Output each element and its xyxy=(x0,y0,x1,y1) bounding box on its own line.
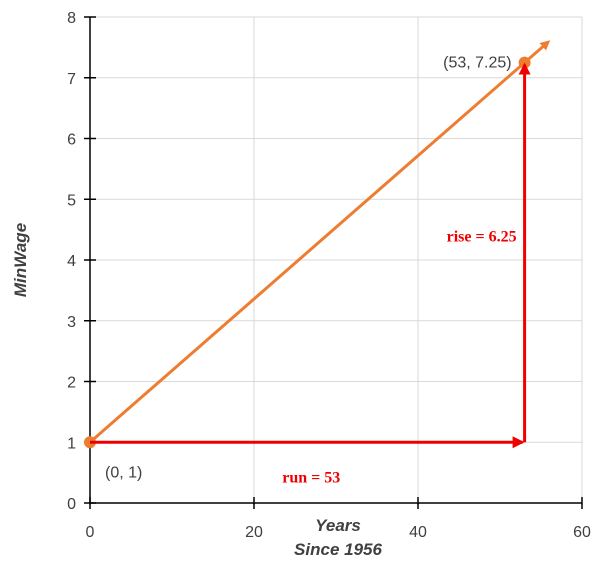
y-tick-label: 7 xyxy=(67,71,76,88)
y-tick-label: 5 xyxy=(67,192,76,209)
axes xyxy=(84,16,583,509)
y-tick-label: 3 xyxy=(67,314,76,331)
annotations: run = 53 rise = 6.25 (0, 1) (53, 7.25) xyxy=(90,55,531,486)
gridlines xyxy=(90,16,583,503)
y-tick-label: 2 xyxy=(67,375,76,392)
x-axis-title-line2: Since 1956 xyxy=(294,540,382,559)
point-label-start: (0, 1) xyxy=(105,464,142,481)
y-tick-label: 0 xyxy=(67,496,76,513)
x-tick-label: 20 xyxy=(245,524,263,541)
x-tick-label: 0 xyxy=(86,524,95,541)
run-label: run = 53 xyxy=(282,469,340,486)
series-line-0 xyxy=(89,40,551,444)
series-group xyxy=(84,40,551,449)
tick-labels: 0 1 2 3 4 5 6 7 8 0 20 40 60 xyxy=(67,10,591,541)
y-tick-label: 4 xyxy=(67,253,76,270)
x-tick-label: 60 xyxy=(573,524,591,541)
y-tick-label: 6 xyxy=(67,132,76,149)
x-tick-label: 40 xyxy=(409,524,427,541)
rise-label: rise = 6.25 xyxy=(447,228,517,245)
y-axis-title: MinWage xyxy=(11,223,30,297)
y-tick-label: 8 xyxy=(67,10,76,27)
x-axis-title-line1: Years xyxy=(315,516,361,535)
y-tick-label: 1 xyxy=(67,435,76,452)
point-label-end: (53, 7.25) xyxy=(443,55,511,72)
